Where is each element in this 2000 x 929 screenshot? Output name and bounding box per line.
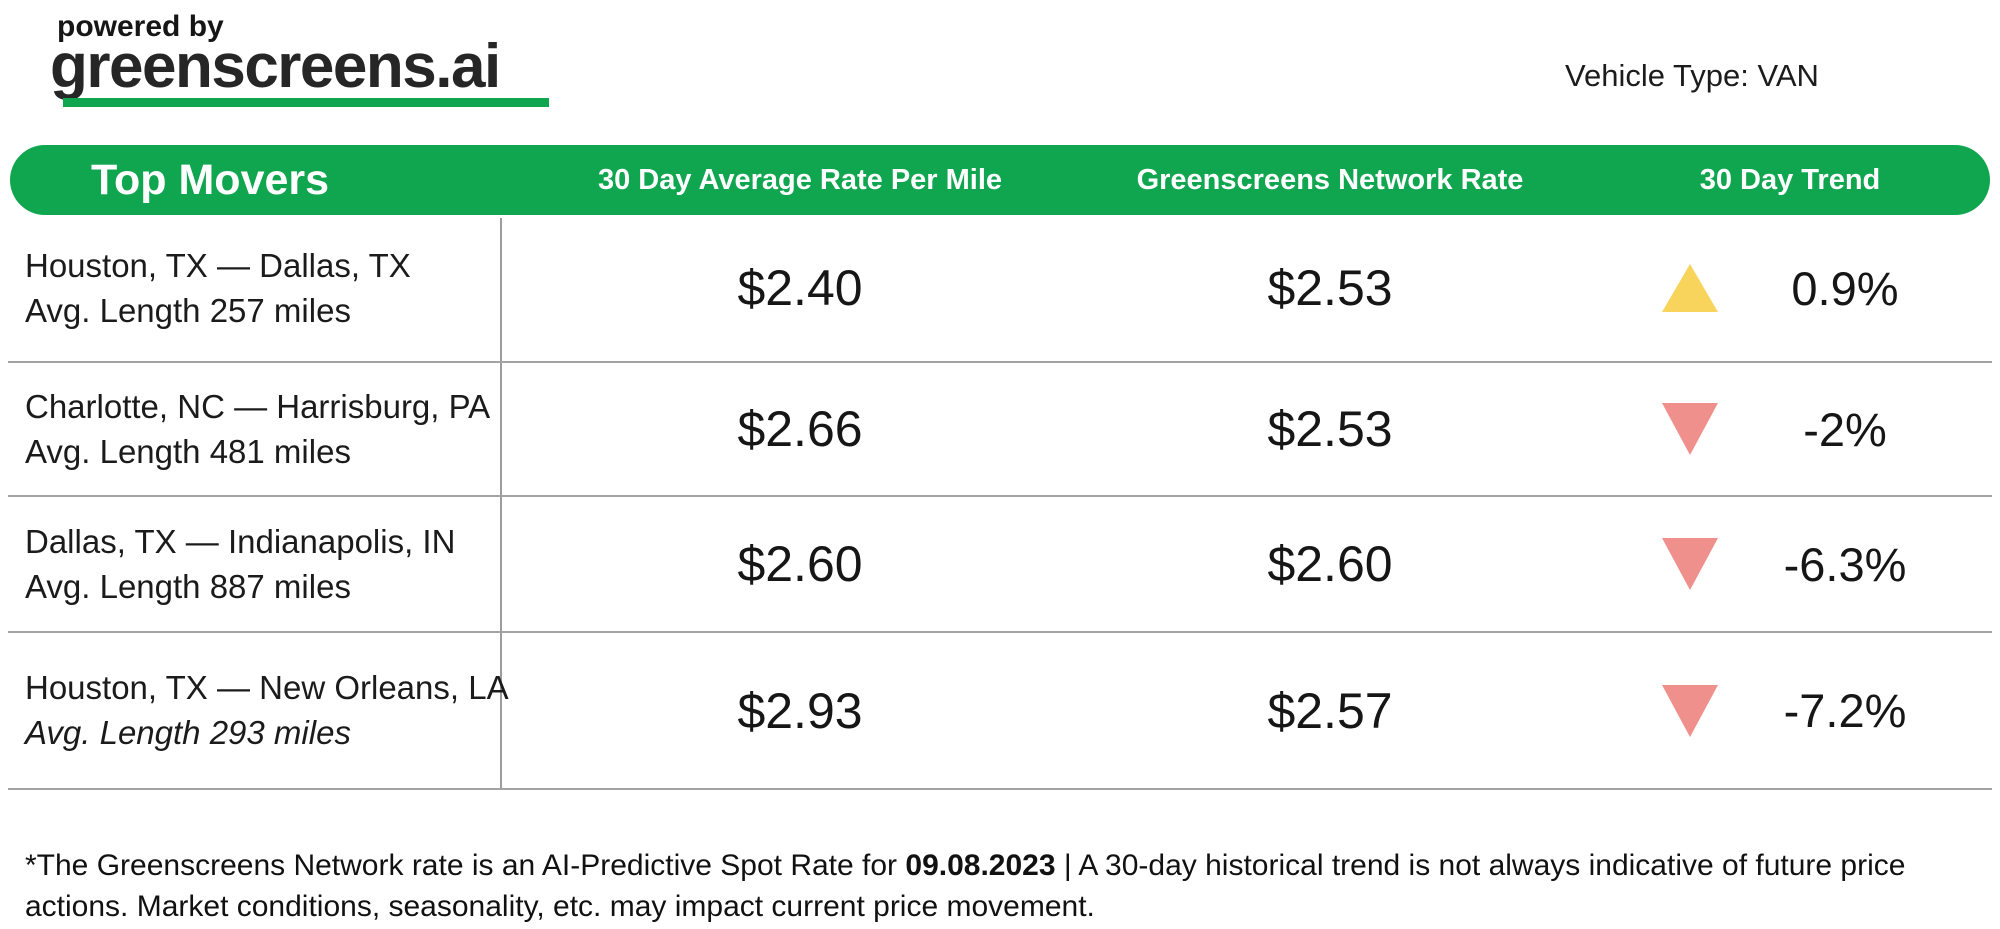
route-cell: Houston, TX — New Orleans, LA Avg. Lengt… [25,633,509,788]
logo-underline [63,98,549,107]
avg-rate-value: $2.66 [737,401,863,457]
network-rate-value: $2.60 [1267,536,1393,592]
route-label: Dallas, TX — Indianapolis, IN [25,522,456,560]
column-header-network-rate: Greenscreens Network Rate [1136,164,1524,196]
disclaimer: *The Greenscreens Network rate is an AI-… [25,846,2000,927]
route-label: Houston, TX — Dallas, TX [25,246,411,284]
avg-length-label: Avg. Length 481 miles [25,432,351,470]
trend-up-triangle-icon [1662,264,1718,312]
route-cell: Dallas, TX — Indianapolis, IN Avg. Lengt… [25,497,495,631]
table-title: Top Movers [90,156,330,204]
powered-by-text: powered by [57,10,224,43]
table-row: Houston, TX — New Orleans, LA Avg. Lengt… [8,633,1992,790]
disclaimer-prefix: *The Greenscreens Network rate is an AI-… [25,849,906,882]
column-header-trend: 30 Day Trend [1699,164,1881,196]
vehicle-type-label: Vehicle Type: VAN [1565,58,1819,93]
trend-percentage: 0.9% [1791,261,1899,315]
table-row: Charlotte, NC — Harrisburg, PA Avg. Leng… [8,363,1992,497]
trend-down-triangle-icon [1662,684,1718,737]
avg-rate-value: $2.93 [737,682,863,739]
trend-down-triangle-icon [1662,538,1718,590]
table-header-bar: Top Movers 30 Day Average Rate Per Mile … [10,145,1990,215]
avg-rate-value: $2.40 [737,260,863,316]
avg-length-label: Avg. Length 257 miles [25,291,351,329]
table-row: Houston, TX — Dallas, TX Avg. Length 257… [8,215,1992,363]
table-row: Dallas, TX — Indianapolis, IN Avg. Lengt… [8,497,1992,633]
network-rate-value: $2.53 [1267,401,1393,457]
trend-percentage: -2% [1803,402,1887,456]
trend-percentage: -6.3% [1783,537,1907,591]
avg-length-label: Avg. Length 887 miles [25,567,351,605]
trend-down-triangle-icon [1662,403,1718,455]
network-rate-value: $2.53 [1267,260,1393,316]
route-label: Houston, TX — New Orleans, LA [25,669,509,706]
network-rate-value: $2.57 [1267,682,1393,739]
avg-rate-value: $2.60 [737,536,863,592]
route-cell: Charlotte, NC — Harrisburg, PA Avg. Leng… [25,363,495,495]
column-header-avg-rate: 30 Day Average Rate Per Mile [597,164,1003,196]
route-cell: Houston, TX — Dallas, TX Avg. Length 257… [25,215,495,361]
table-body: Houston, TX — Dallas, TX Avg. Length 257… [0,215,2000,790]
trend-percentage: -7.2% [1783,684,1907,737]
greenscreens-logo: greenscreens.ai [50,32,501,101]
disclaimer-suffix: | A 30-day historical trend is not alway… [25,849,1906,923]
column-divider [500,218,502,788]
disclaimer-date: 09.08.2023 [905,849,1056,882]
route-label: Charlotte, NC — Harrisburg, PA [25,387,491,425]
avg-length-label: Avg. Length 293 miles [25,714,351,751]
